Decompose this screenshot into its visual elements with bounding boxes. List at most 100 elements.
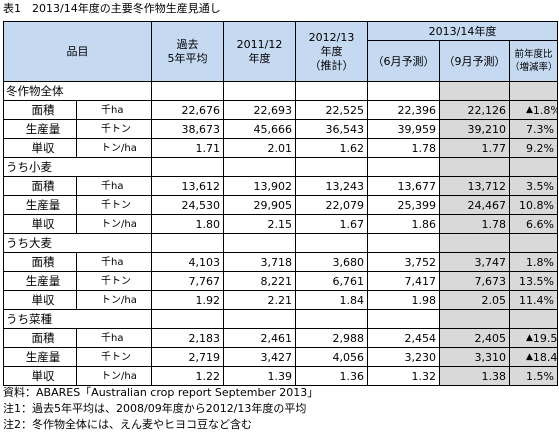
value-avg5: 1.71	[151, 138, 224, 158]
value-2011: 29,905	[223, 195, 296, 215]
section-name: うち大麦	[3, 233, 152, 253]
value-yoy: 11.4%	[509, 290, 558, 310]
value-2011: 2.01	[223, 138, 296, 158]
decrease-triangle-icon: ▲	[526, 332, 533, 343]
section-row: 冬作物全体	[3, 81, 558, 101]
header-sept: （9月予測）	[439, 40, 510, 82]
row-unit: 千ha	[76, 176, 152, 196]
value-2012: 1.67	[295, 214, 368, 234]
value-avg5: 2,183	[151, 328, 224, 348]
section-empty-cell	[295, 309, 368, 329]
row-unit: 千ha	[76, 252, 152, 272]
value-2012: 22,079	[295, 195, 368, 215]
row-unit: 千トン	[76, 271, 152, 291]
value-sept: 22,126	[439, 100, 510, 120]
yoy-value: 3.5%	[526, 179, 554, 193]
row-unit: 千ha	[76, 328, 152, 348]
value-2012: 4,056	[295, 347, 368, 367]
decrease-triangle-icon: ▲	[526, 351, 533, 362]
yoy-value: 1.5%	[526, 369, 554, 383]
value-june: 3,752	[367, 252, 440, 272]
value-sept: 3,747	[439, 252, 510, 272]
value-2012: 22,525	[295, 100, 368, 120]
section-row: うち菜種	[3, 309, 558, 329]
value-june: 39,959	[367, 119, 440, 139]
notes: 資料：ABARES「Australian crop report Septemb…	[3, 385, 318, 433]
table-title: 表1 2013/14年度の主要冬作物生産見通し	[3, 2, 221, 15]
table-row: 生産量 千トン 7,767 8,221 6,761 7,417 7,673 13.5%	[3, 271, 558, 291]
value-june: 1.86	[367, 214, 440, 234]
yoy-value: 6.6%	[526, 217, 554, 231]
header-avg5: 過去 5年平均	[151, 21, 224, 82]
value-2011: 3,427	[223, 347, 296, 367]
value-2012: 6,761	[295, 271, 368, 291]
value-avg5: 4,103	[151, 252, 224, 272]
yoy-value: 13.5%	[519, 274, 554, 288]
header-row-top: 品目 過去 5年平均 2011/12 年度 2012/13 年度 （推計） 20…	[3, 21, 558, 82]
yoy-value: 9.2%	[526, 141, 554, 155]
value-sept: 3,310	[439, 347, 510, 367]
section-empty-cell	[439, 157, 510, 177]
value-yoy: 3.5%	[509, 176, 558, 196]
value-june: 25,399	[367, 195, 440, 215]
value-2012: 2,988	[295, 328, 368, 348]
section-empty-cell	[151, 309, 224, 329]
value-sept: 24,467	[439, 195, 510, 215]
header-june: （6月予測）	[367, 40, 440, 82]
section-empty-cell	[439, 309, 510, 329]
note-1: 注1：過去5年平均は、2008/09年度から2012/13年度の平均	[3, 402, 307, 415]
row-item: 単収	[3, 290, 77, 310]
table-row: 生産量 千トン 38,673 45,666 36,543 39,959 39,210 7.3%	[3, 119, 558, 139]
header-yoy: 前年度比 （増減率）	[509, 40, 558, 82]
value-sept: 2,405	[439, 328, 510, 348]
section-name: うち菜種	[3, 309, 152, 329]
section-name: 冬作物全体	[3, 81, 152, 101]
value-2011: 2,461	[223, 328, 296, 348]
section-empty-cell	[223, 81, 296, 101]
row-item: 面積	[3, 252, 77, 272]
row-item: 生産量	[3, 195, 77, 215]
value-yoy: 6.6%	[509, 214, 558, 234]
table-row: 単収 トン/ha 1.22 1.39 1.36 1.32 1.38 1.5%	[3, 366, 558, 386]
row-item: 単収	[3, 214, 77, 234]
section-empty-cell	[295, 233, 368, 253]
table-row: 面積 千ha 4,103 3,718 3,680 3,752 3,747 1.8%	[3, 252, 558, 272]
row-item: 面積	[3, 100, 77, 120]
value-2011: 2.21	[223, 290, 296, 310]
row-unit: 千ha	[76, 100, 152, 120]
value-yoy: 1.8%	[509, 252, 558, 272]
row-item: 面積	[3, 328, 77, 348]
value-2011: 1.39	[223, 366, 296, 386]
section-empty-cell	[367, 309, 440, 329]
header-row-bottom: （6月予測） （9月予測） 前年度比 （増減率）	[4, 40, 558, 82]
value-june: 1.32	[367, 366, 440, 386]
value-june: 2,454	[367, 328, 440, 348]
value-avg5: 1.80	[151, 214, 224, 234]
value-yoy: 13.5%	[509, 271, 558, 291]
section-empty-cell	[367, 157, 440, 177]
section-empty-cell	[367, 81, 440, 101]
value-june: 1.78	[367, 138, 440, 158]
table-row: 単収 トン/ha 1.80 2.15 1.67 1.86 1.78 6.6%	[3, 214, 558, 234]
yoy-value: 1.8%	[532, 103, 557, 117]
value-yoy: ▲19.5%	[509, 328, 558, 348]
section-empty-cell	[439, 81, 510, 101]
value-yoy: 10.8%	[509, 195, 558, 215]
value-avg5: 1.92	[151, 290, 224, 310]
section-empty-cell	[151, 233, 224, 253]
header-2011: 2011/12 年度	[223, 21, 296, 82]
row-item: 面積	[3, 176, 77, 196]
value-sept: 13,712	[439, 176, 510, 196]
value-sept: 1.78	[439, 214, 510, 234]
row-item: 単収	[3, 138, 77, 158]
header-2012: 2012/13 年度 （推計）	[295, 21, 368, 82]
table-row: 面積 千ha 13,612 13,902 13,243 13,677 13,712 3.5%	[3, 176, 558, 196]
value-2012: 36,543	[295, 119, 368, 139]
table-row: 単収 トン/ha 1.92 2.21 1.84 1.98 2.05 11.4%	[3, 290, 558, 310]
value-2011: 22,693	[223, 100, 296, 120]
value-2011: 3,718	[223, 252, 296, 272]
row-item: 生産量	[3, 119, 77, 139]
row-unit: トン/ha	[76, 138, 152, 158]
